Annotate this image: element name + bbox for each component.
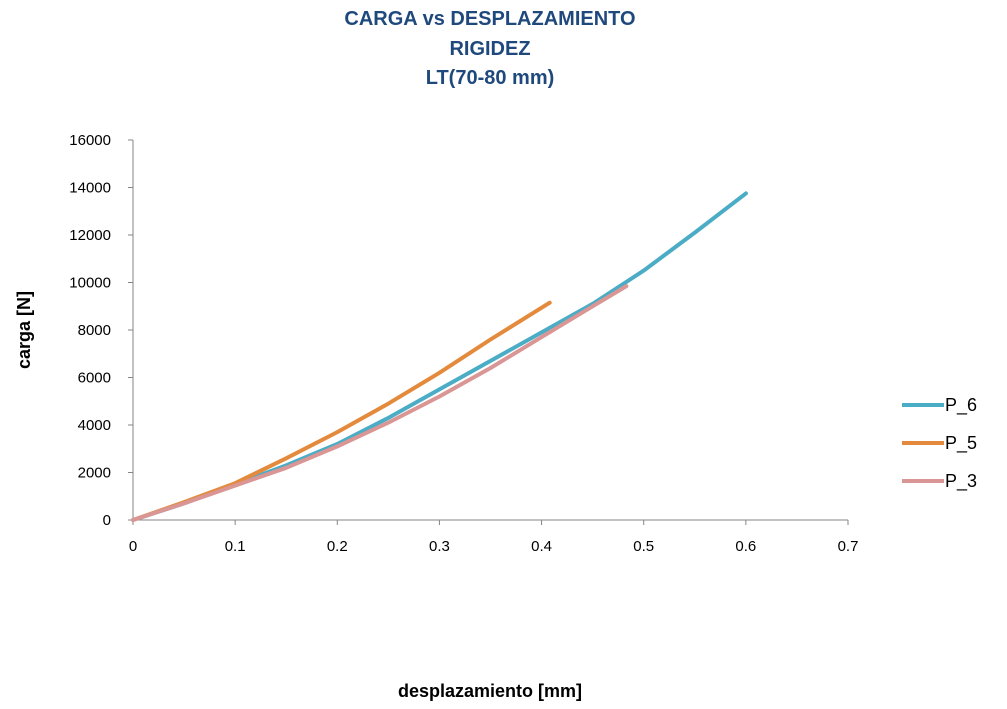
x-tick-label: 0 [129, 538, 137, 555]
y-tick-label: 8000 [78, 322, 111, 339]
legend: P_6 P_5 P_3 [902, 395, 977, 492]
y-tick-label: 2000 [78, 465, 111, 482]
y-tick-label: 10000 [69, 275, 111, 292]
series-lines [131, 191, 748, 522]
legend-label: P_5 [945, 433, 977, 454]
y-tick-label: 16000 [69, 132, 111, 149]
series-line-p-3 [131, 284, 629, 522]
x-tick-label: 0.3 [429, 538, 450, 555]
y-tick-label: 14000 [69, 180, 111, 197]
y-tick-label: 12000 [69, 227, 111, 244]
legend-label: P_6 [945, 395, 977, 416]
x-axis-ticks: 0 0.1 0.2 0.3 0.4 0.5 0.6 0.7 [129, 520, 859, 555]
y-axis-title: carga [N] [14, 291, 34, 369]
chart-title-line-3: LT(70-80 mm) [426, 67, 555, 89]
y-axis-ticks: 0 2000 4000 6000 8000 10000 12000 14000 16000 [69, 132, 133, 529]
series-line-p-5 [131, 300, 552, 522]
x-tick-label: 0.7 [838, 538, 859, 555]
x-tick-label: 0.4 [531, 538, 552, 555]
x-tick-label: 0.6 [735, 538, 756, 555]
series-line-p-6 [131, 191, 748, 522]
x-tick-label: 0.1 [225, 538, 246, 555]
x-tick-label: 0.5 [633, 538, 654, 555]
y-tick-label: 0 [103, 512, 111, 529]
chart-title-line-1: CARGA vs DESPLAZAMIENTO [344, 8, 635, 30]
y-tick-label: 4000 [78, 417, 111, 434]
chart-title-line-2: RIGIDEZ [449, 38, 530, 60]
x-axis-title: desplazamiento [mm] [398, 681, 582, 701]
legend-label: P_3 [945, 471, 977, 492]
y-tick-label: 6000 [78, 370, 111, 387]
x-tick-label: 0.2 [327, 538, 348, 555]
